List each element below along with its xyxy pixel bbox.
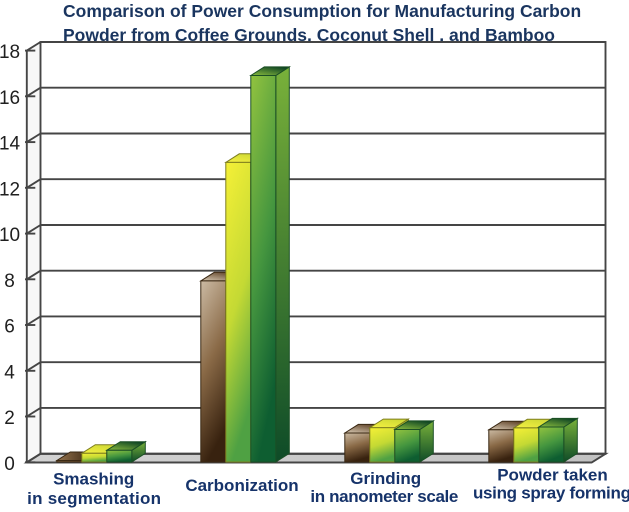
- svg-text:6: 6: [4, 317, 15, 338]
- svg-text:4: 4: [4, 362, 15, 383]
- svg-text:in segmentation: in segmentation: [27, 489, 161, 508]
- svg-text:using spray forming: using spray forming: [473, 484, 629, 503]
- svg-text:18: 18: [0, 42, 20, 63]
- svg-text:in nanometer scale: in nanometer scale: [310, 487, 458, 506]
- svg-text:14: 14: [0, 134, 20, 155]
- svg-text:10: 10: [0, 225, 20, 246]
- svg-text:8: 8: [4, 271, 15, 292]
- svg-text:Grinding: Grinding: [350, 469, 421, 488]
- svg-text:Carbonization: Carbonization: [185, 476, 298, 495]
- svg-text:0: 0: [4, 454, 15, 475]
- svg-text:12: 12: [0, 179, 20, 200]
- svg-text:2: 2: [4, 408, 15, 429]
- svg-text:Comparison of Power Consumptio: Comparison of Power Consumption for Manu…: [63, 1, 581, 21]
- svg-text:Powder taken: Powder taken: [497, 466, 608, 485]
- svg-text:16: 16: [0, 88, 20, 109]
- svg-text:Powder from Coffee Grounds, Co: Powder from Coffee Grounds, Coconut Shel…: [63, 25, 555, 45]
- svg-text:Smashing: Smashing: [53, 469, 134, 488]
